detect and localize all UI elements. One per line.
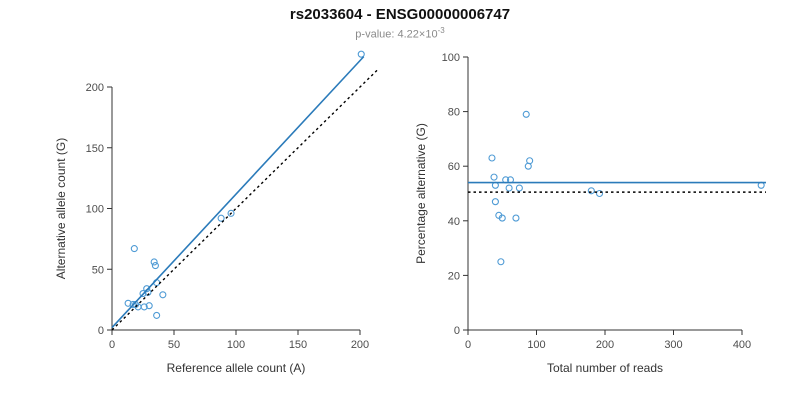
data-point [151,262,159,270]
data-point [490,173,498,181]
data-point [143,285,151,293]
data-point [124,299,132,307]
x-tick-label: 100 [527,339,545,351]
x-axis-title: Reference allele count (A) [167,361,306,375]
data-point [217,214,225,222]
data-point [497,258,505,266]
y-tick-label: 100 [442,52,460,64]
data-point [130,245,138,253]
y-tick-label: 60 [448,161,460,173]
y-tick-label: 50 [92,264,104,276]
y-tick-label: 0 [98,325,104,337]
figure-subtitle: p-value: 4.22×10-3 [0,26,800,41]
data-point [357,50,365,58]
y-tick-label: 40 [448,216,460,228]
data-point [145,302,153,310]
x-tick-label: 300 [664,339,682,351]
data-point [488,154,496,162]
x-axis-title: Total number of reads [547,361,663,375]
y-tick-label: 0 [454,325,460,337]
data-point [150,258,158,266]
y-axis-title: Alternative allele count (G) [54,138,68,279]
data-point [526,157,534,165]
y-tick-label: 150 [86,143,104,155]
left-scatter-plot: 0 50 100 150 200 0 50 100 150 200 Reference allele… [54,50,380,375]
y-tick-label: 100 [86,204,104,216]
data-point [159,291,167,299]
x-tick-label: 0 [465,339,471,351]
x-tick-label: 200 [351,339,369,351]
y-tick-label: 80 [448,107,460,119]
x-tick-label: 200 [596,339,614,351]
x-tick-label: 400 [733,339,751,351]
data-point [227,209,235,217]
data-point [498,214,506,222]
figure-title: rs2033604 - ENSG00000006747 [289,6,511,23]
data-point [140,303,148,311]
pvalue-text: p-value: 4.22×10 [355,28,438,41]
data-point [595,189,604,198]
x-tick-label: 150 [289,339,307,351]
y-tick-label: 20 [448,270,460,282]
x-tick-label: 50 [168,339,180,351]
fit-line [111,56,365,329]
x-tick-label: 100 [227,339,245,351]
x-tick-label: 0 [109,339,115,351]
pvalue-exponent: -3 [437,26,445,35]
data-point [515,184,523,192]
data-point [153,311,161,319]
identity-line [111,68,380,331]
data-point [139,289,147,298]
data-point [512,214,520,222]
data-point [587,187,595,195]
y-axis-title: Percentage alternative (G) [414,123,428,264]
y-tick-label: 200 [86,82,104,94]
data-point [491,198,499,206]
data-point [505,184,513,192]
data-point [522,110,530,118]
